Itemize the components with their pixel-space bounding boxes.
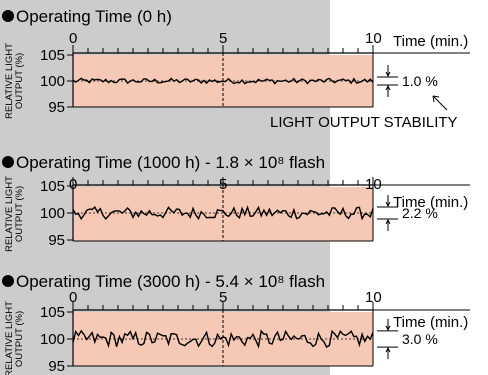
y-tick-label: 105 bbox=[40, 47, 65, 64]
y-axis-label-line-2: OUTPUT (%) bbox=[14, 186, 25, 242]
x-tick-label: 5 bbox=[219, 176, 227, 193]
arrow-up-icon bbox=[385, 218, 391, 231]
chart-title-text: Operating Time (1000 h) - 1.8 × 10⁸ flas… bbox=[16, 153, 325, 172]
arrow-down-icon bbox=[385, 195, 391, 208]
chart-title: Operating Time (0 h) bbox=[2, 7, 172, 26]
chart-title: Operating Time (1000 h) - 1.8 × 10⁸ flas… bbox=[2, 153, 325, 172]
annotation-text: LIGHT OUTPUT STABILITY bbox=[270, 114, 458, 131]
x-tick-label: 10 bbox=[365, 289, 382, 306]
y-tick-label: 95 bbox=[48, 232, 65, 249]
chart-panel-1: Operating Time (0 h) 0 5 10 Time (min.) 105 10… bbox=[2, 7, 470, 131]
x-tick-label: 0 bbox=[69, 176, 77, 193]
chart-title-text: Operating Time (3000 h) - 5.4 × 10⁸ flas… bbox=[16, 272, 325, 291]
y-axis-label-line-1: RELATIVE LIGHT bbox=[4, 43, 15, 119]
x-axis-label: Time (min.) bbox=[393, 33, 468, 50]
y-tick-label: 100 bbox=[40, 205, 65, 222]
x-tick-label: 0 bbox=[69, 289, 77, 306]
chart-panel-3: Operating Time (3000 h) - 5.4 × 10⁸ flas… bbox=[2, 272, 470, 375]
x-tick-label: 10 bbox=[365, 30, 382, 47]
annotation-pointer bbox=[432, 95, 448, 111]
output-trace bbox=[72, 77, 374, 85]
chart-title-text: Operating Time (0 h) bbox=[16, 7, 172, 26]
x-tick-label: 5 bbox=[219, 30, 227, 47]
y-axis-label-line-2: OUTPUT (%) bbox=[14, 311, 25, 367]
x-axis-label: Time (min.) bbox=[393, 194, 468, 211]
chart-panel-2: Operating Time (1000 h) - 1.8 × 10⁸ flas… bbox=[2, 153, 470, 252]
variation-label: 3.0 % bbox=[402, 331, 438, 347]
chart-title: Operating Time (3000 h) - 5.4 × 10⁸ flas… bbox=[2, 272, 325, 291]
y-tick-label: 100 bbox=[40, 331, 65, 348]
variation-label: 1.0 % bbox=[402, 73, 438, 89]
y-axis-label-line-1: RELATIVE LIGHT bbox=[4, 176, 15, 252]
output-trace bbox=[72, 205, 374, 221]
arrow-up-icon bbox=[385, 346, 391, 360]
bullet-icon bbox=[2, 275, 14, 287]
y-axis-label: RELATIVE LIGHT OUTPUT (%) bbox=[4, 301, 25, 375]
variation-label: 2.2 % bbox=[402, 205, 438, 221]
y-axis-label: RELATIVE LIGHT OUTPUT (%) bbox=[4, 176, 25, 252]
bullet-icon bbox=[2, 156, 14, 168]
x-tick-label: 5 bbox=[219, 289, 227, 306]
x-axis-label: Time (min.) bbox=[393, 314, 468, 331]
y-tick-label: 95 bbox=[48, 358, 65, 375]
annotation-arrow-icon bbox=[432, 95, 440, 103]
y-tick-label: 95 bbox=[48, 99, 65, 116]
output-trace bbox=[72, 329, 374, 349]
arrow-down-icon bbox=[385, 318, 391, 332]
y-axis-label: RELATIVE LIGHT OUTPUT (%) bbox=[4, 43, 25, 119]
bullet-icon bbox=[2, 10, 14, 22]
x-tick-label: 0 bbox=[69, 30, 77, 47]
y-axis-label-line-1: RELATIVE LIGHT bbox=[4, 301, 15, 375]
y-axis-label-line-2: OUTPUT (%) bbox=[14, 53, 25, 109]
arrow-down-icon bbox=[385, 65, 391, 78]
arrow-up-icon bbox=[385, 84, 391, 97]
y-tick-label: 105 bbox=[40, 178, 65, 195]
y-tick-label: 100 bbox=[40, 73, 65, 90]
y-tick-label: 105 bbox=[40, 304, 65, 321]
